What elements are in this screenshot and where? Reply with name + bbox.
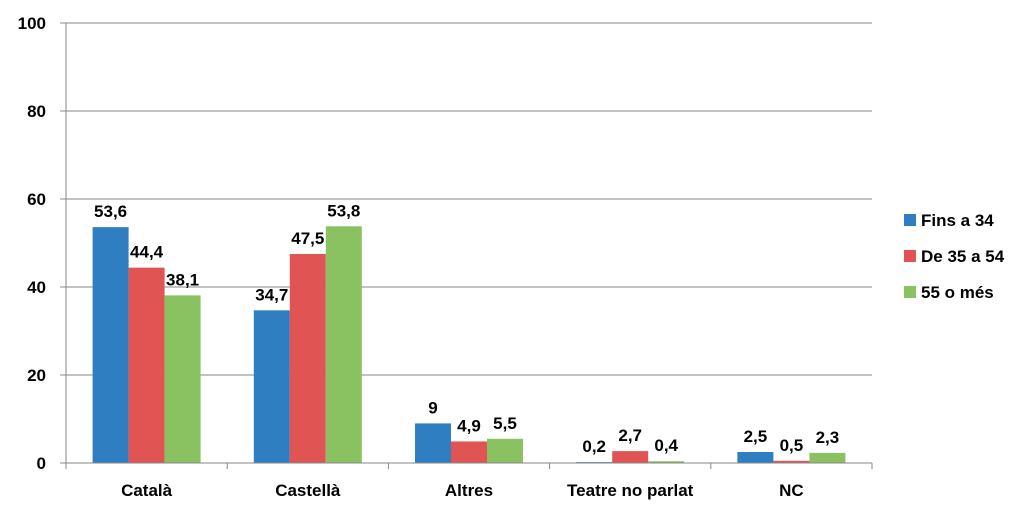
x-tick-label: Altres <box>445 481 493 500</box>
bar <box>773 460 810 463</box>
data-label: 9 <box>428 398 437 417</box>
bar <box>451 441 487 463</box>
legend-label: 55 o més <box>921 283 994 302</box>
data-labels: 53,6 44,438,1 34,7 47,553,8 9 4,9 5,5 0,2 2,7 0,4… <box>94 201 839 456</box>
legend-swatch <box>904 286 916 298</box>
legend-label: De 35 a 54 <box>921 247 1005 266</box>
data-label: 4,9 <box>457 416 481 435</box>
y-tick-label: 100 <box>18 14 46 33</box>
bar <box>164 295 201 463</box>
x-tick-label: Castellà <box>275 481 341 500</box>
x-axis-tick-labels: Català Castellà Altres Teatre no parlat NC <box>121 481 804 500</box>
data-label: 0,2 <box>582 437 606 456</box>
legend-swatch <box>904 250 916 262</box>
data-label: 53,6 <box>94 202 127 221</box>
bars <box>92 226 846 463</box>
data-label: 2,5 <box>744 427 768 446</box>
bar <box>487 438 523 463</box>
data-label: 2,7 <box>618 426 642 445</box>
y-tick-label: 0 <box>37 454 46 473</box>
data-label: 53,8 <box>327 201 360 220</box>
y-tick-label: 20 <box>27 366 46 385</box>
bar <box>648 461 685 463</box>
bar <box>612 451 649 463</box>
bar <box>737 452 774 463</box>
data-label: 44,4 <box>130 243 164 262</box>
x-tick-label: Teatre no parlat <box>567 481 694 500</box>
bar <box>809 452 846 463</box>
data-label: 0,4 <box>654 436 678 455</box>
data-label: 38,1 <box>166 270 199 289</box>
x-tick-label: Català <box>121 481 173 500</box>
axes <box>60 22 873 469</box>
bar <box>289 254 326 463</box>
bar <box>415 423 451 463</box>
y-axis-tick-labels: 0 20 40 60 80 100 <box>18 14 46 473</box>
data-label: 47,5 <box>291 229 324 248</box>
legend: Fins a 34 De 35 a 54 55 o més <box>904 211 1005 302</box>
bar <box>325 226 362 463</box>
legend-label: Fins a 34 <box>921 211 994 230</box>
y-tick-label: 80 <box>27 102 46 121</box>
y-tick-label: 60 <box>27 190 46 209</box>
bar <box>92 227 129 463</box>
data-label: 34,7 <box>255 285 288 304</box>
legend-swatch <box>904 214 916 226</box>
data-label: 0,5 <box>780 436 804 455</box>
bar <box>128 267 165 463</box>
data-label: 2,3 <box>816 428 840 447</box>
gridlines <box>66 22 872 376</box>
x-tick-label: NC <box>779 481 804 500</box>
bar <box>253 310 290 463</box>
data-label: 5,5 <box>493 414 517 433</box>
y-tick-label: 40 <box>27 278 46 297</box>
